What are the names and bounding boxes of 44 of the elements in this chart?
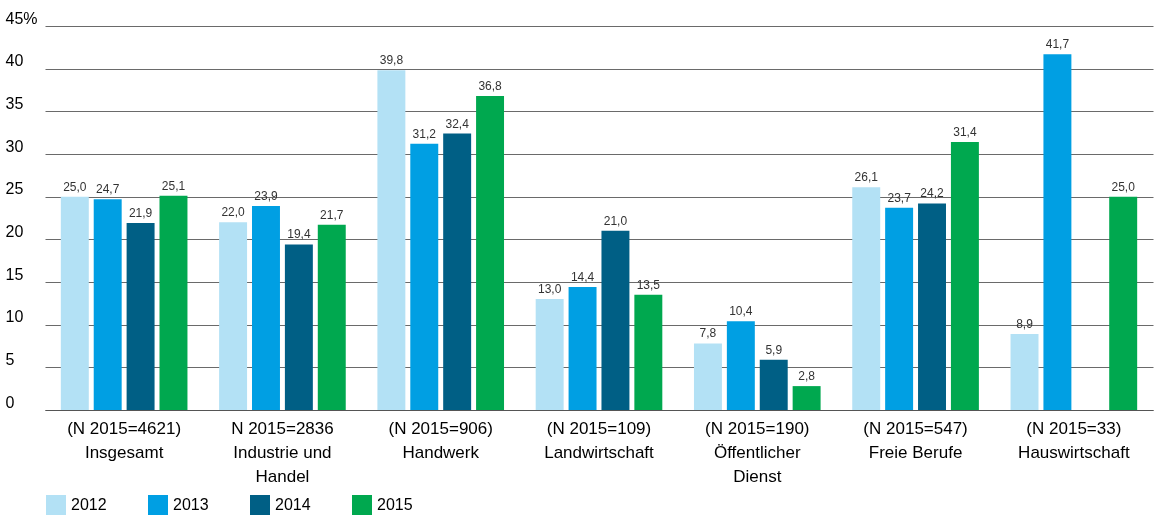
x-tick-label: N 2015=2836 Industrie und Handel: [231, 418, 334, 486]
y-tick-label: 40: [5, 52, 24, 70]
data-label: 25,0: [1111, 179, 1136, 194]
y-tick-label: 35: [5, 94, 24, 112]
y-tick-label: 45%: [5, 9, 38, 27]
y-tick-label: 20: [5, 222, 24, 240]
data-label: 2,8: [798, 369, 816, 384]
data-label: 31,2: [412, 126, 437, 141]
legend-label: 2015: [377, 496, 413, 513]
data-label: 21,7: [320, 207, 344, 222]
legend-label: 2014: [275, 496, 311, 513]
y-tick-label: 15: [5, 265, 24, 283]
legend-label: 2013: [173, 496, 209, 513]
y-tick-label: 30: [5, 137, 24, 155]
x-tick-label: (N 2015=906) Handwerk: [388, 418, 493, 462]
data-label: 41,7: [1045, 37, 1070, 52]
data-label: 26,1: [854, 170, 879, 185]
data-label: 24,7: [96, 182, 120, 197]
data-label: 14,4: [570, 270, 595, 285]
data-label: 25,1: [161, 178, 186, 193]
data-label: 13,0: [537, 282, 562, 297]
y-tick-label: 25: [5, 180, 24, 198]
data-label: 24,2: [920, 186, 945, 201]
data-label: 10,4: [729, 304, 753, 319]
x-tick-label: (N 2015=190) Öffentlicher Dienst: [705, 418, 810, 486]
legend-label: 2012: [71, 496, 107, 513]
data-label: 25,0: [63, 179, 87, 194]
y-tick-label: 10: [5, 308, 24, 326]
x-tick-label: (N 2015=547) Freie Berufe: [863, 418, 968, 462]
x-tick-label: (N 2015=109) Landwirtschaft: [544, 418, 655, 462]
data-label: 22,0: [221, 205, 246, 220]
data-label: 31,4: [953, 125, 977, 140]
data-label: 21,0: [603, 213, 628, 228]
y-tick-label: 5: [5, 350, 15, 368]
data-label: 21,9: [128, 206, 153, 221]
data-label: 7,8: [699, 326, 717, 341]
data-label: 5,9: [765, 342, 783, 357]
x-tick-label: (N 2015=4621) Insgesamt: [67, 418, 182, 462]
data-label: 19,4: [287, 227, 311, 242]
data-label: 39,8: [379, 53, 404, 68]
y-tick-label: 0: [5, 393, 15, 411]
data-label: 36,8: [478, 78, 503, 93]
data-label: 32,4: [445, 116, 470, 131]
x-tick-label: (N 2015=33) Hauswirtschaft: [1018, 418, 1130, 462]
